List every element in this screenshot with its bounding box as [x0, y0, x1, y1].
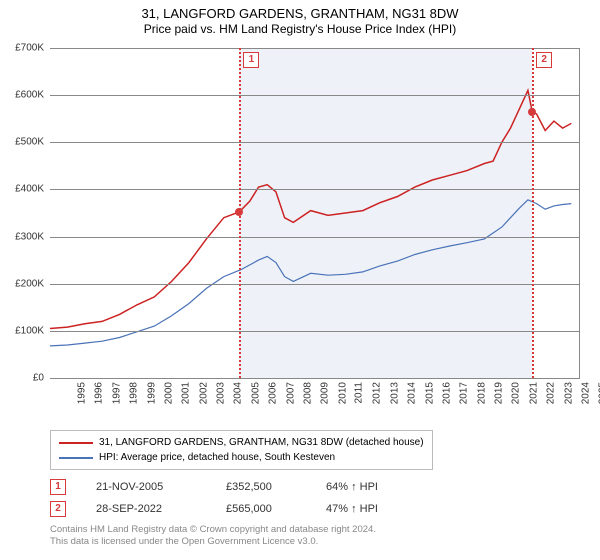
sale-point-dot [528, 108, 536, 116]
y-tick-label: £200K [15, 278, 44, 289]
sales-row: 2 28-SEP-2022 £565,000 47% ↑ HPI [50, 498, 406, 520]
y-gridline [50, 237, 580, 238]
footer-line: Contains HM Land Registry data © Crown c… [50, 524, 376, 536]
legend-label: 31, LANGFORD GARDENS, GRANTHAM, NG31 8DW… [99, 435, 424, 450]
sale-marker-badge: 1 [243, 52, 259, 68]
sale-marker-line [532, 48, 534, 378]
title-sub: Price paid vs. HM Land Registry's House … [0, 22, 600, 37]
sale-delta: 64% ↑ HPI [326, 481, 406, 493]
legend-row: HPI: Average price, detached house, Sout… [59, 450, 424, 465]
x-tick-label: 2019 [493, 382, 504, 404]
footer-attribution: Contains HM Land Registry data © Crown c… [50, 524, 376, 549]
x-tick-label: 2024 [580, 382, 591, 404]
y-gridline [50, 284, 580, 285]
x-tick-label: 2003 [215, 382, 226, 404]
chart-plot-area: 12 [50, 48, 580, 378]
y-tick-label: £300K [15, 231, 44, 242]
x-tick-label: 2021 [528, 382, 539, 404]
x-tick-label: 1998 [128, 382, 139, 404]
x-tick-label: 2016 [441, 382, 452, 404]
x-tick-label: 2001 [181, 382, 192, 404]
x-tick-label: 1996 [94, 382, 105, 404]
title-main: 31, LANGFORD GARDENS, GRANTHAM, NG31 8DW [0, 6, 600, 22]
sale-price: £352,500 [226, 481, 296, 493]
y-gridline [50, 142, 580, 143]
y-gridline [50, 95, 580, 96]
x-tick-label: 2009 [320, 382, 331, 404]
x-tick-label: 2023 [563, 382, 574, 404]
series-line-price_paid [50, 90, 571, 328]
x-tick-label: 2020 [511, 382, 522, 404]
sale-date: 28-SEP-2022 [96, 503, 196, 515]
y-tick-label: £600K [15, 90, 44, 101]
sale-marker-badge: 2 [536, 52, 552, 68]
x-tick-label: 2018 [476, 382, 487, 404]
sale-price: £565,000 [226, 503, 296, 515]
y-gridline [50, 331, 580, 332]
y-tick-label: £100K [15, 325, 44, 336]
x-axis: 1995 1996 1997 1998 1999 2000 2001 2002 2003 2004… [50, 380, 580, 428]
sale-badge: 1 [50, 479, 66, 495]
sale-badge: 2 [50, 501, 66, 517]
x-tick-label: 2013 [389, 382, 400, 404]
x-tick-label: 1999 [146, 382, 157, 404]
legend-swatch [59, 457, 93, 459]
sale-point-dot [235, 208, 243, 216]
x-tick-label: 2022 [545, 382, 556, 404]
legend-row: 31, LANGFORD GARDENS, GRANTHAM, NG31 8DW… [59, 435, 424, 450]
footer-line: This data is licensed under the Open Gov… [50, 536, 376, 548]
series-svg [50, 48, 580, 378]
x-tick-label: 2010 [337, 382, 348, 404]
x-tick-label: 2015 [424, 382, 435, 404]
y-gridline [50, 48, 580, 49]
legend-swatch [59, 442, 93, 444]
y-tick-label: £700K [15, 43, 44, 54]
series-line-hpi [50, 200, 571, 346]
x-tick-label: 2014 [406, 382, 417, 404]
x-tick-label: 2006 [267, 382, 278, 404]
y-tick-label: £0 [33, 373, 44, 384]
sale-delta: 47% ↑ HPI [326, 503, 406, 515]
sales-row: 1 21-NOV-2005 £352,500 64% ↑ HPI [50, 476, 406, 498]
x-tick-label: 2011 [354, 382, 365, 404]
chart-container: 31, LANGFORD GARDENS, GRANTHAM, NG31 8DW… [0, 0, 600, 560]
x-tick-label: 2008 [302, 382, 313, 404]
legend-box: 31, LANGFORD GARDENS, GRANTHAM, NG31 8DW… [50, 430, 433, 470]
title-block: 31, LANGFORD GARDENS, GRANTHAM, NG31 8DW… [0, 0, 600, 37]
x-tick-label: 1997 [111, 382, 122, 404]
x-tick-label: 2005 [250, 382, 261, 404]
sales-table: 1 21-NOV-2005 £352,500 64% ↑ HPI 2 28-SE… [50, 476, 406, 520]
x-tick-label: 2002 [198, 382, 209, 404]
plot-background: 12 [50, 48, 580, 378]
y-axis: £0£100K£200K£300K£400K£500K£600K£700K [0, 48, 48, 378]
x-tick-label: 1995 [76, 382, 87, 404]
sale-date: 21-NOV-2005 [96, 481, 196, 493]
x-tick-label: 2007 [285, 382, 296, 404]
y-tick-label: £500K [15, 137, 44, 148]
x-tick-label: 2012 [372, 382, 383, 404]
y-tick-label: £400K [15, 184, 44, 195]
x-tick-label: 2004 [233, 382, 244, 404]
x-tick-label: 2017 [459, 382, 470, 404]
legend-label: HPI: Average price, detached house, Sout… [99, 450, 335, 465]
x-tick-label: 2000 [163, 382, 174, 404]
y-gridline [50, 378, 580, 379]
y-gridline [50, 189, 580, 190]
